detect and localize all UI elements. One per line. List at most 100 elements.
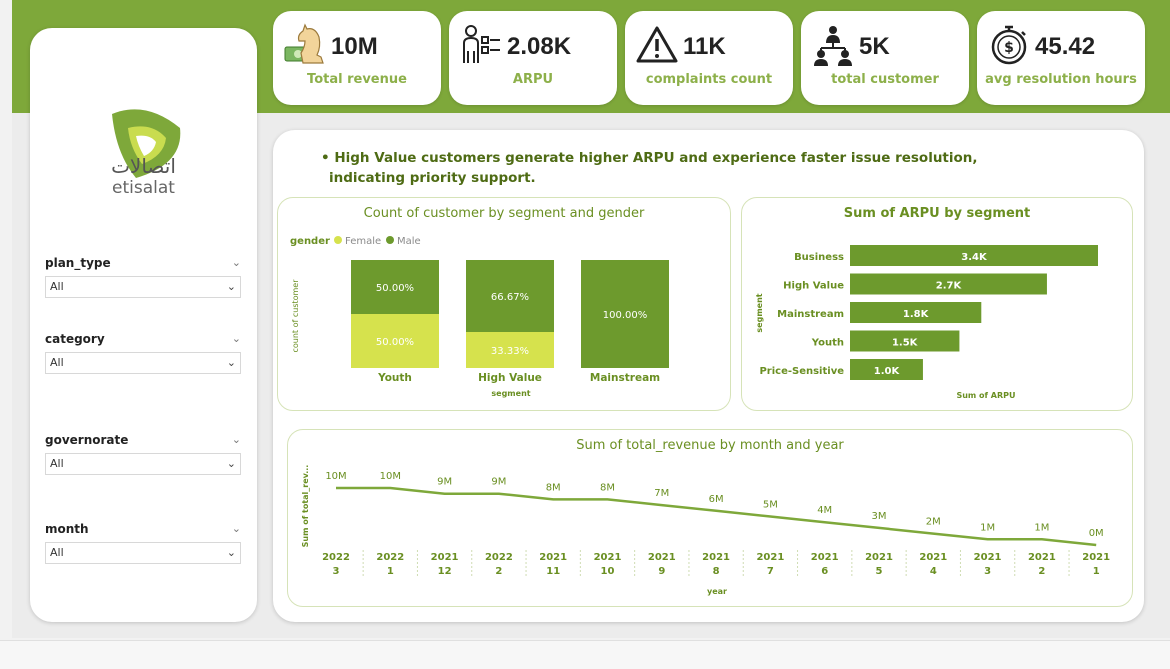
category-select[interactable]: All ⌄: [45, 352, 241, 374]
revenue-trend-chart-card[interactable]: Sum of total_revenue by month and year S…: [287, 429, 1133, 607]
x-axis-label: Sum of ARPU: [956, 391, 1015, 400]
dropdown-arrow-icon[interactable]: ⌄: [226, 546, 236, 559]
category-label: Youth: [377, 372, 412, 384]
chevron-down-icon[interactable]: ⌄: [231, 433, 241, 446]
data-label: 10M: [325, 471, 346, 482]
tick-label-year: 2021: [648, 552, 676, 563]
bar-female-0: [351, 314, 439, 368]
data-label: 1.8K: [903, 309, 930, 320]
tick-label-year: 2021: [539, 552, 567, 563]
tick-label-month: 1: [1093, 566, 1100, 577]
segment-gender-chart[interactable]: gender Female Male count of customer 50.00% 5…: [278, 198, 732, 412]
chart-title: Sum of total_revenue by month and year: [576, 438, 844, 453]
tick-label-month: 6: [821, 566, 828, 577]
insight-text: • High Value customers generate higher A…: [321, 148, 978, 188]
select-value: All: [50, 356, 64, 369]
filter-label: plan_type: [45, 256, 111, 270]
data-label: 1.5K: [892, 338, 919, 349]
data-label: 2M: [926, 517, 941, 528]
org-hierarchy-icon: [814, 26, 852, 66]
tick-label-year: 2021: [919, 552, 947, 563]
data-label: 4M: [817, 505, 832, 516]
data-label: 6M: [709, 494, 724, 505]
warning-triangle-icon: [636, 26, 678, 63]
kpi-value: 11K: [683, 33, 726, 60]
tick-label-month: 10: [601, 566, 615, 577]
tick-label-year: 2021: [865, 552, 893, 563]
data-label: 1M: [1034, 522, 1049, 533]
kpi-value: 2.08K: [507, 33, 572, 60]
governorate-select[interactable]: All ⌄: [45, 453, 241, 475]
revenue-line: [336, 486, 1097, 547]
tick-label-year: 2022: [322, 552, 350, 563]
tick-label-year: 2021: [594, 552, 622, 563]
tick-label-month: 2: [495, 566, 502, 577]
dropdown-arrow-icon[interactable]: ⌄: [226, 457, 236, 470]
data-label: 0M: [1089, 528, 1104, 539]
chart-title: Sum of ARPU by segment: [843, 206, 1031, 221]
data-label: 7M: [654, 488, 669, 499]
tick-label-month: 8: [713, 566, 720, 577]
kpi-value: 5K: [859, 33, 890, 60]
dropdown-arrow-icon[interactable]: ⌄: [226, 356, 236, 369]
data-label: 9M: [437, 477, 452, 488]
legend-swatch-female: [334, 236, 342, 244]
bar-male-0: [351, 260, 439, 314]
chevron-down-icon[interactable]: ⌄: [231, 332, 241, 345]
brand-name: etisalat: [112, 178, 175, 198]
bar-3: [850, 330, 960, 352]
revenue-trend-chart[interactable]: Sum of total_rev... 10M2022310M202219M202…: [288, 430, 1134, 608]
arpu-segment-chart[interactable]: segment 3.4K Business 2.7K High Value 1.8K Mai…: [742, 198, 1134, 412]
data-label: 1.0K: [874, 366, 901, 377]
data-label: 1M: [980, 522, 995, 533]
legend-swatch-male: [386, 236, 394, 244]
y-axis-label: Sum of total_rev...: [301, 465, 310, 548]
segment-gender-chart-card[interactable]: Count of customer by segment and gender …: [277, 197, 731, 411]
plan-type-select[interactable]: All ⌄: [45, 276, 241, 298]
chevron-down-icon[interactable]: ⌄: [231, 256, 241, 269]
chevron-down-icon[interactable]: ⌄: [231, 522, 241, 535]
data-label: 50.00%: [376, 283, 414, 294]
category-label: High Value: [783, 281, 844, 292]
tick-label-month: 4: [930, 566, 937, 577]
tick-label-month: 3: [984, 566, 991, 577]
kpi-total-customer[interactable]: 5K total customer: [801, 11, 969, 105]
tick-label-month: 3: [333, 566, 340, 577]
kpi-complaints[interactable]: 11K complaints count: [625, 11, 793, 105]
data-label: 33.33%: [491, 346, 529, 357]
bar-0: [850, 245, 1098, 266]
person-checklist-icon: [463, 25, 500, 63]
kpi-arpu[interactable]: 2.08K ARPU: [449, 11, 617, 105]
main-panel: • High Value customers generate higher A…: [273, 130, 1144, 622]
data-label: 3.4K: [961, 252, 988, 263]
knight-money-icon: [284, 23, 324, 64]
tick-label-year: 2021: [756, 552, 784, 563]
tick-label-year: 2021: [811, 552, 839, 563]
arpu-segment-chart-card[interactable]: Sum of ARPU by segment segment 3.4K Busine…: [741, 197, 1133, 411]
filter-governorate: governorate ⌄ All ⌄: [45, 431, 241, 475]
chart-title: Count of customer by segment and gender: [363, 206, 645, 221]
bar-2: [850, 302, 982, 323]
tick-label-month: 7: [767, 566, 774, 577]
dropdown-arrow-icon[interactable]: ⌄: [226, 280, 236, 293]
tick-label-year: 2021: [974, 552, 1002, 563]
bar-male-2: [581, 260, 669, 368]
tick-label-year: 2022: [485, 552, 513, 563]
category-label: Business: [794, 252, 844, 263]
filter-label: category: [45, 332, 105, 346]
insight-line-2: indicating priority support.: [329, 170, 536, 186]
kpi-label: Total revenue: [307, 72, 407, 87]
data-label: 8M: [546, 482, 561, 493]
bottom-strip: [0, 640, 1170, 669]
bar-female-1: [466, 332, 554, 368]
month-select[interactable]: All ⌄: [45, 542, 241, 564]
data-label: 66.67%: [491, 292, 529, 303]
kpi-avg-resolution[interactable]: $ 45.42 avg resolution hours: [977, 11, 1145, 105]
category-label: High Value: [478, 372, 542, 384]
y-axis-label: count of customer: [291, 279, 300, 353]
select-value: All: [50, 457, 64, 470]
filter-category: category ⌄ All ⌄: [45, 330, 241, 374]
select-value: All: [50, 280, 64, 293]
bullet: •: [321, 150, 330, 166]
kpi-total-revenue[interactable]: 10M Total revenue: [273, 11, 441, 105]
